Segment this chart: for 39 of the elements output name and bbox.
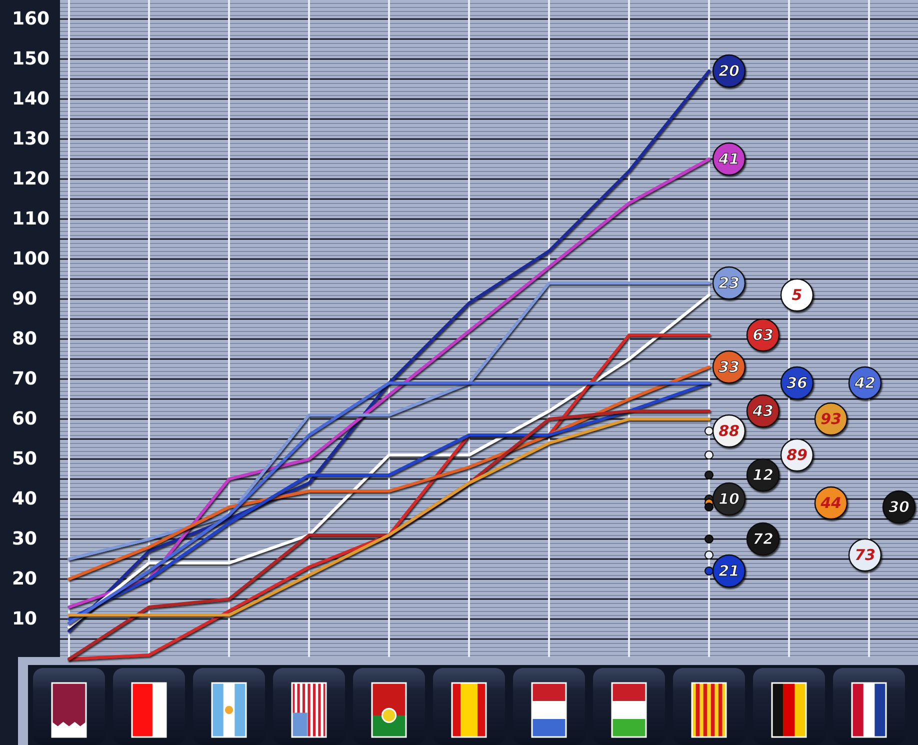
series-label: 10 [718,490,740,508]
text: 72 [752,530,774,548]
series-label: 20 [718,62,740,80]
y-tick-label: 120 [12,168,50,190]
y-tick-label: 30 [12,528,38,550]
series-label: 21 [718,562,740,580]
y-tick-label: 130 [12,128,50,150]
y-tick-label: 20 [12,568,38,590]
y-tick-label: 90 [12,288,38,310]
y-tick-label: 10 [12,608,38,630]
text: 12 [752,466,774,484]
series-label: 41 [718,150,740,168]
line-series [68,418,710,616]
text: 36 [786,374,808,392]
text: 89 [786,446,808,464]
y-tick-label: 140 [12,88,50,110]
line-series [68,158,710,608]
text: 44 [820,494,842,512]
y-tick-label: 60 [12,408,38,430]
text: 63 [752,326,774,344]
y-tick-label: 100 [12,248,50,270]
text: 42 [854,374,876,392]
y-tick-label: 160 [12,8,50,30]
text: 30 [888,498,910,516]
y-tick-label: 150 [12,48,50,70]
text: 43 [752,402,774,420]
series-label: 88 [718,422,740,440]
y-tick-label: 110 [12,208,50,230]
y-tick-label: 50 [12,448,38,470]
line-series [68,366,710,580]
text: 5 [792,286,802,304]
series-label: 33 [718,358,740,376]
y-tick-label: 80 [12,328,38,350]
line-series [68,282,710,560]
series-label: 23 [718,274,740,292]
y-tick-label: 40 [12,488,38,510]
text: 93 [820,410,842,428]
text: 73 [854,546,876,564]
y-tick-label: 70 [12,368,38,390]
